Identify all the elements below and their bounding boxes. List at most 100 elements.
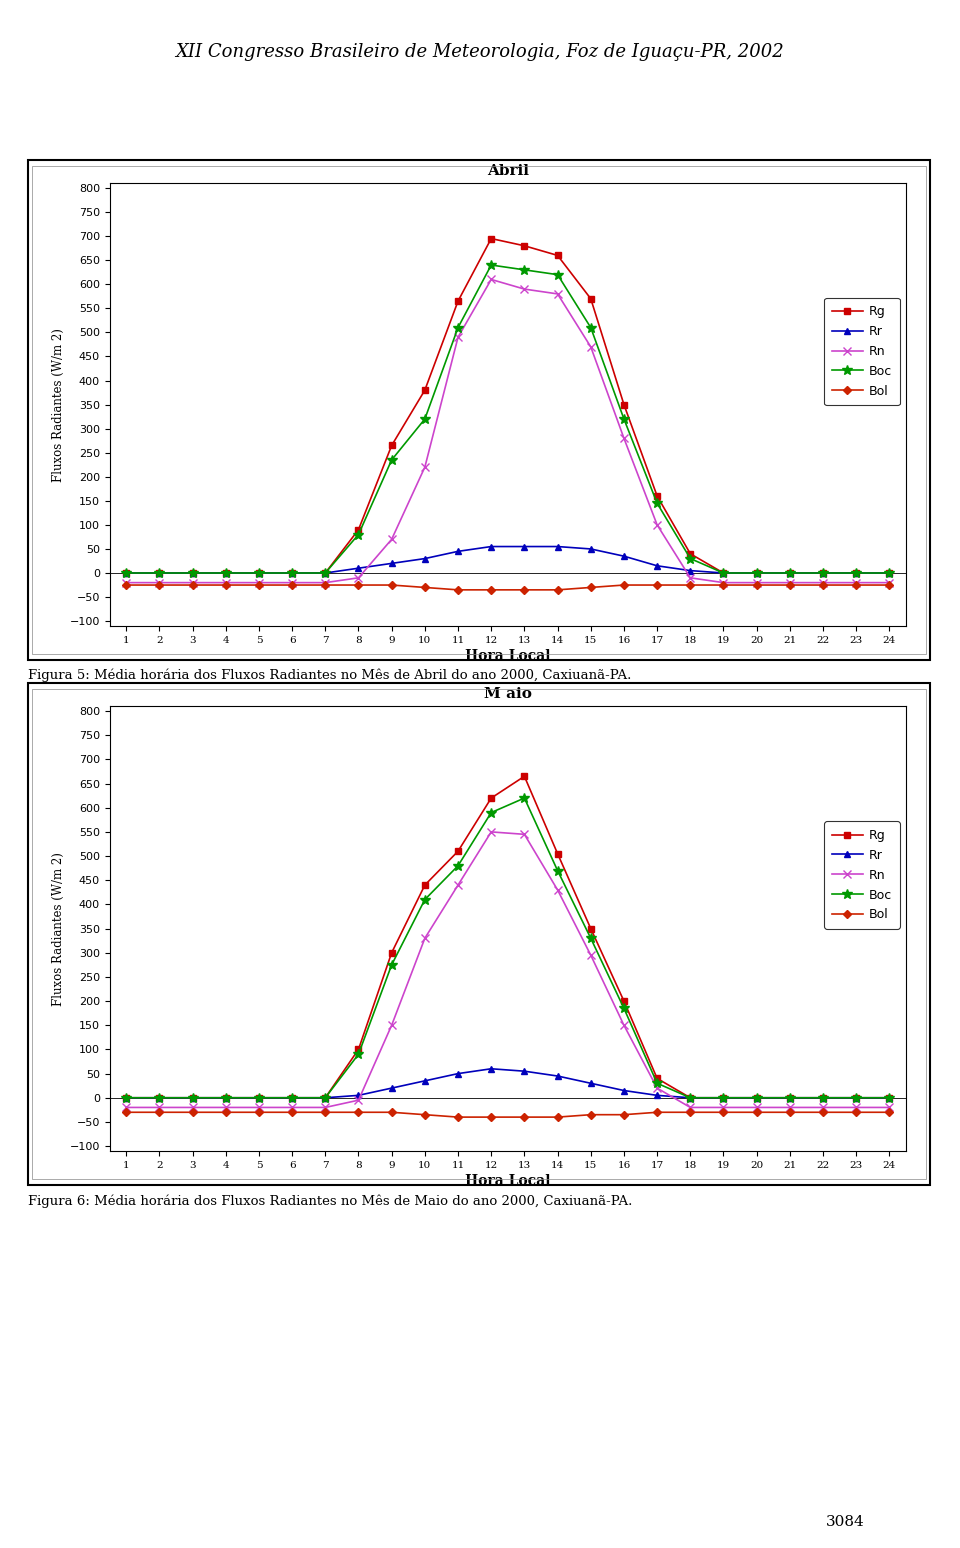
Bol	[684, 1104, 696, 1122]
Boc	[320, 563, 331, 582]
X-axis label: Hora Local: Hora Local	[465, 649, 550, 663]
Legend: Rg, Rr, Rn, Boc, Bol: Rg, Rr, Rn, Boc, Bol	[824, 297, 900, 406]
Bol	[352, 576, 364, 594]
Boc	[286, 563, 298, 582]
Bol	[452, 580, 464, 599]
Bol	[518, 580, 530, 599]
Rg	[883, 1088, 895, 1107]
Legend: Rg, Rr, Rn, Boc, Bol: Rg, Rr, Rn, Boc, Bol	[824, 822, 900, 929]
Bol	[187, 1104, 199, 1122]
Rr	[420, 1071, 431, 1090]
Rg	[585, 289, 596, 308]
Text: 3084: 3084	[826, 1515, 864, 1529]
Rr	[751, 563, 762, 582]
Boc	[120, 1088, 132, 1107]
Line: Rg: Rg	[123, 772, 893, 1101]
Boc	[851, 1088, 862, 1107]
Bol	[883, 576, 895, 594]
Rr	[518, 1062, 530, 1081]
Bol	[784, 576, 796, 594]
Rn	[817, 573, 828, 591]
Rn	[486, 271, 497, 289]
Rn	[120, 1098, 132, 1116]
Rn	[120, 573, 132, 591]
Rr	[883, 1088, 895, 1107]
Rg	[220, 1088, 231, 1107]
Rg	[187, 563, 199, 582]
Rn	[286, 1098, 298, 1116]
Bol	[253, 576, 265, 594]
Rn	[253, 1098, 265, 1116]
Boc	[817, 563, 828, 582]
Rn	[751, 573, 762, 591]
Bol	[220, 1104, 231, 1122]
Boc	[386, 450, 397, 469]
Rr	[154, 563, 165, 582]
Rg	[784, 563, 796, 582]
Rg	[718, 1088, 730, 1107]
Bol	[320, 1104, 331, 1122]
Rr	[253, 1088, 265, 1107]
Rn	[286, 573, 298, 591]
Rg	[154, 1088, 165, 1107]
Bol	[751, 576, 762, 594]
Rr	[552, 537, 564, 556]
Bol	[286, 576, 298, 594]
Rn	[220, 1098, 231, 1116]
Rg	[286, 563, 298, 582]
Bol	[618, 1105, 630, 1124]
Rn	[652, 1079, 663, 1098]
Rr	[817, 563, 828, 582]
Rg	[684, 1088, 696, 1107]
Rr	[718, 563, 730, 582]
Boc	[386, 955, 397, 974]
Bol	[486, 1108, 497, 1127]
Rg	[386, 943, 397, 961]
Rg	[618, 992, 630, 1011]
Line: Rr: Rr	[123, 1065, 893, 1101]
Boc	[618, 998, 630, 1017]
Rr	[253, 563, 265, 582]
Rg	[386, 437, 397, 455]
Rg	[552, 844, 564, 862]
Rg	[684, 545, 696, 563]
Title: Abril: Abril	[487, 164, 529, 178]
Boc	[585, 319, 596, 337]
Rn	[718, 1098, 730, 1116]
Rr	[120, 1088, 132, 1107]
Rg	[120, 1088, 132, 1107]
Rn	[552, 285, 564, 303]
Bol	[751, 1104, 762, 1122]
Rn	[652, 515, 663, 534]
Rn	[386, 529, 397, 548]
Rn	[253, 573, 265, 591]
Rg	[220, 563, 231, 582]
Boc	[187, 563, 199, 582]
Rn	[486, 822, 497, 841]
Bol	[883, 1104, 895, 1122]
Rn	[320, 573, 331, 591]
Text: Figura 5: Média horária dos Fluxos Radiantes no Mês de Abril do ano 2000, Caxiua: Figura 5: Média horária dos Fluxos Radia…	[28, 669, 632, 681]
Boc	[220, 563, 231, 582]
Rg	[452, 293, 464, 311]
Bol	[585, 1105, 596, 1124]
Rg	[486, 789, 497, 808]
Boc	[220, 1088, 231, 1107]
Boc	[486, 803, 497, 822]
Rn	[420, 458, 431, 477]
Rn	[851, 573, 862, 591]
Rg	[585, 920, 596, 938]
Boc	[486, 255, 497, 274]
Boc	[518, 260, 530, 279]
Rn	[684, 1098, 696, 1116]
Rn	[187, 573, 199, 591]
Bol	[652, 1104, 663, 1122]
Rg	[286, 1088, 298, 1107]
Rg	[452, 842, 464, 861]
Line: Bol: Bol	[124, 582, 892, 593]
Rg	[784, 1088, 796, 1107]
Line: Rr: Rr	[123, 543, 893, 576]
Rr	[851, 563, 862, 582]
Boc	[552, 861, 564, 879]
Rg	[187, 1088, 199, 1107]
